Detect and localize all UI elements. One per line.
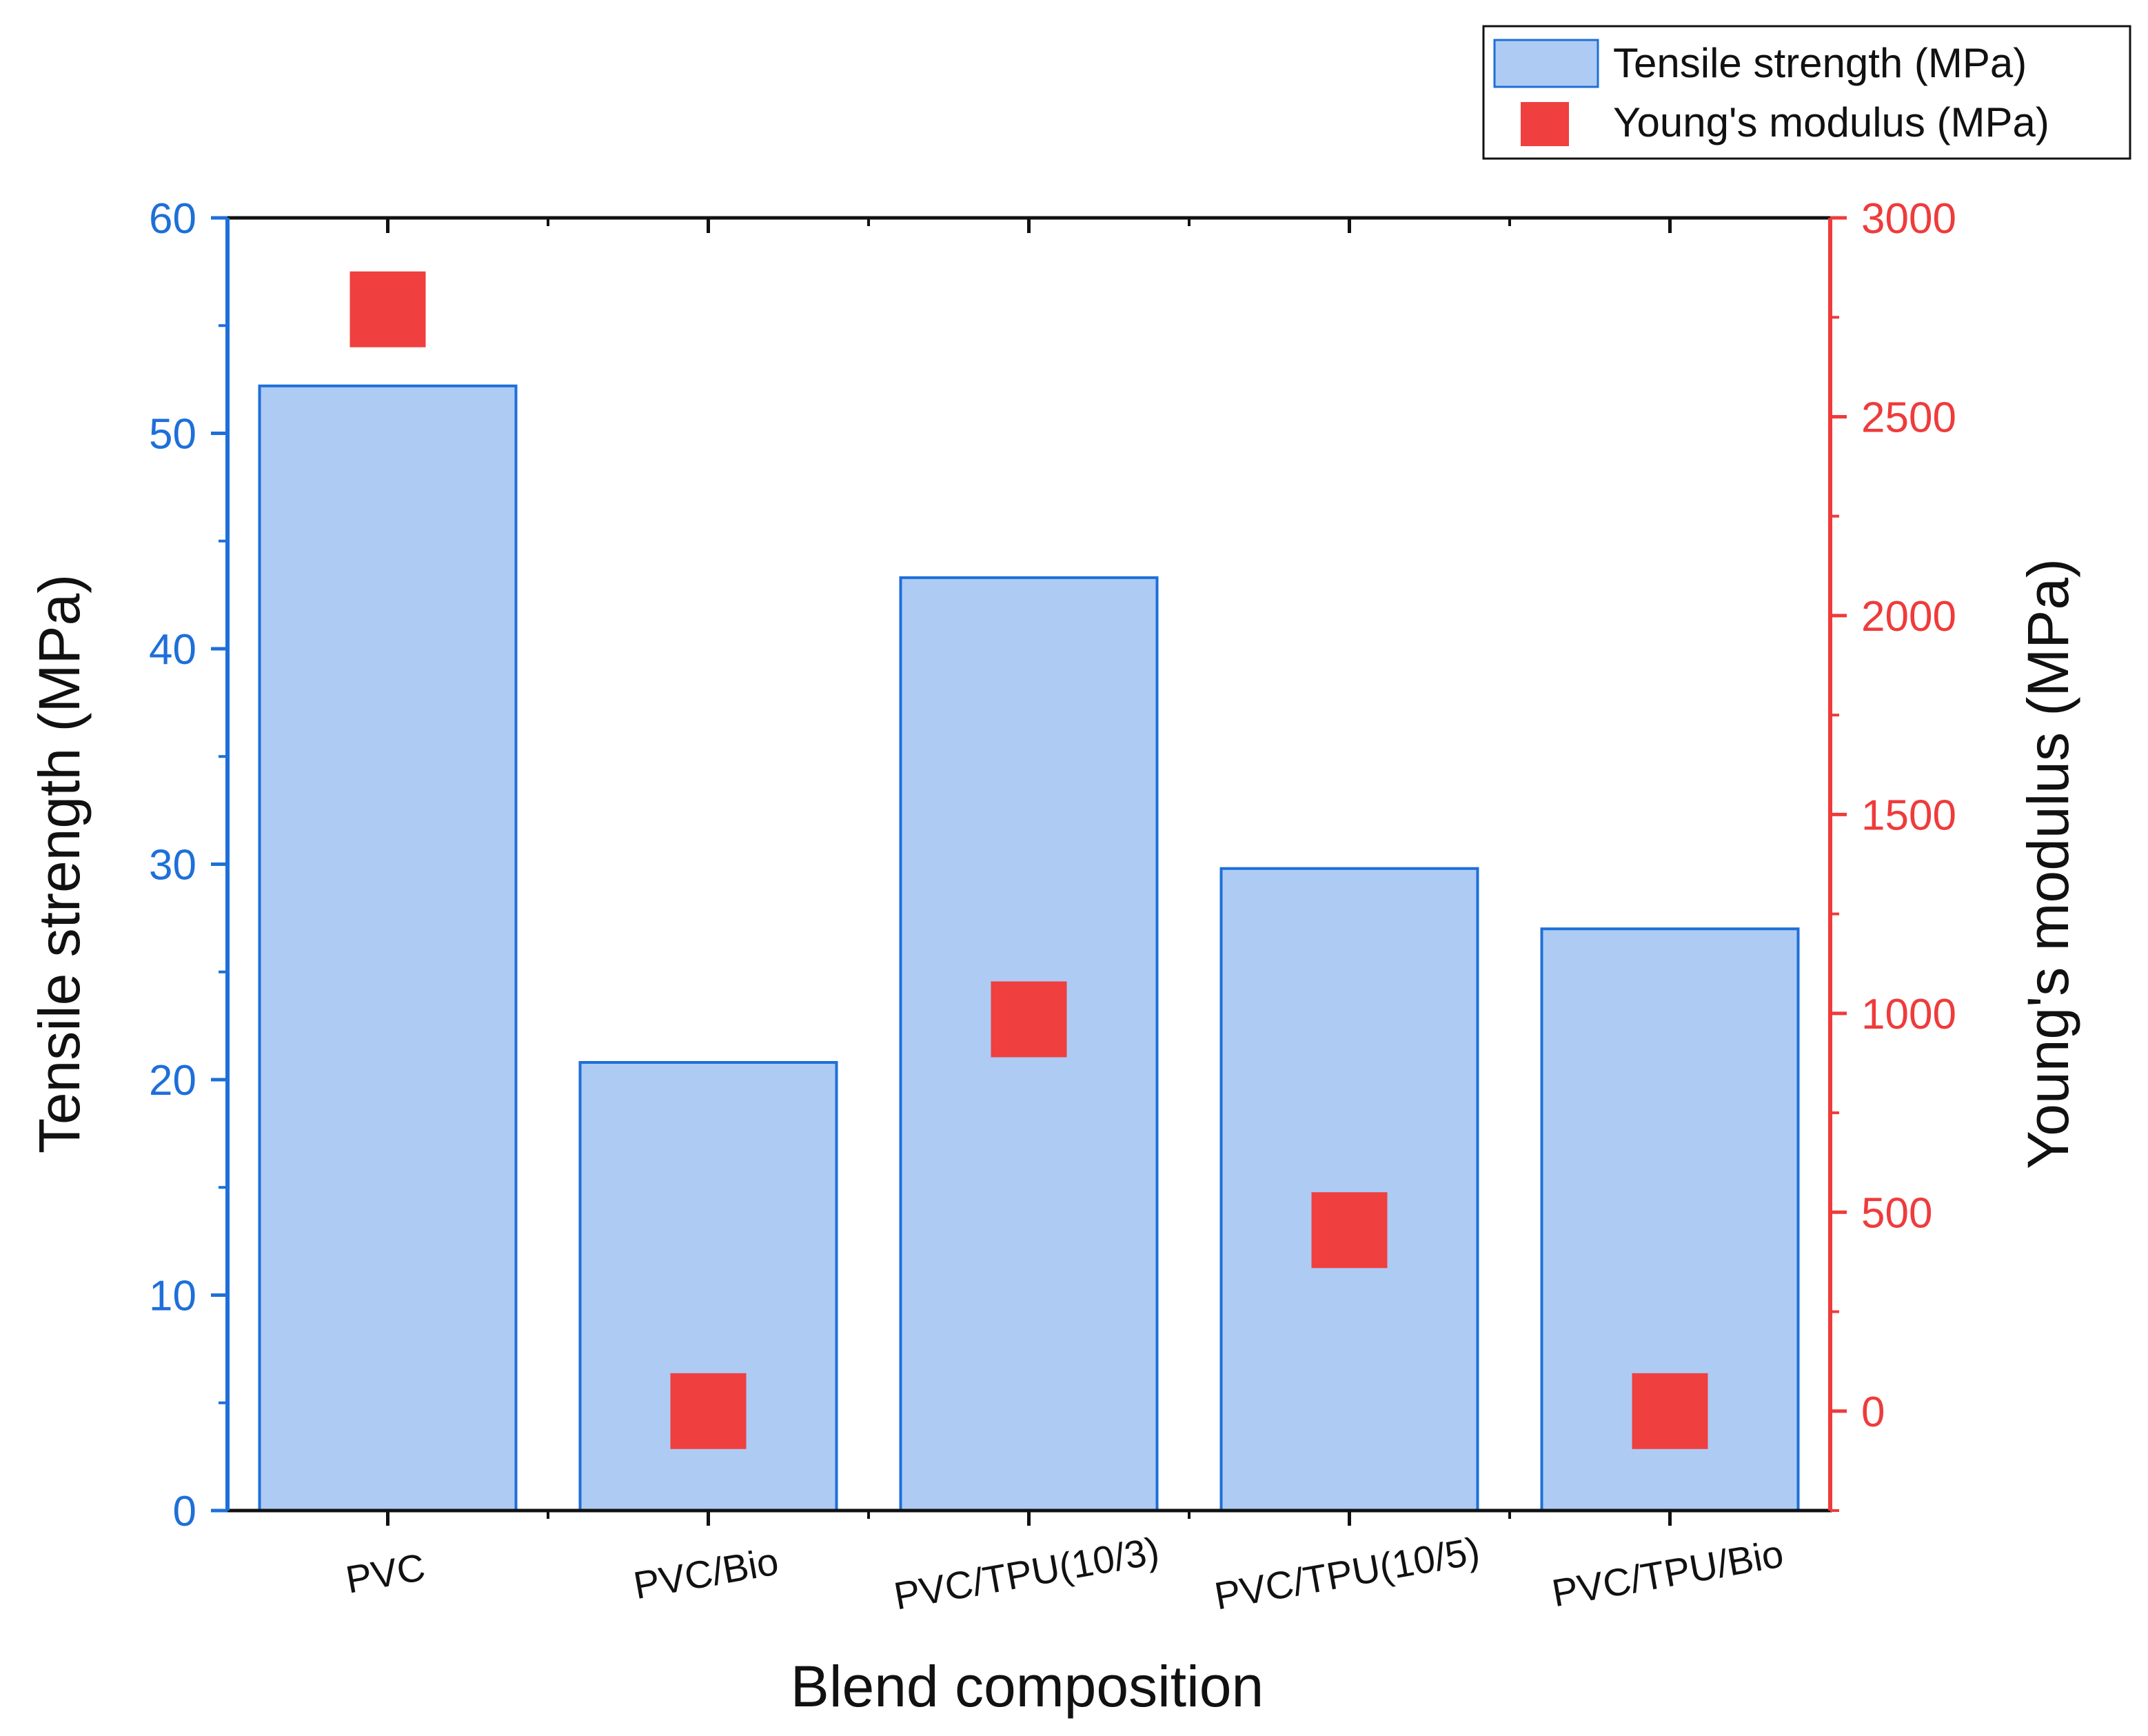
right-tick-label: 3000: [1861, 195, 1956, 243]
right-tick-label: 500: [1861, 1189, 1932, 1237]
left-tick-label: 20: [149, 1057, 196, 1104]
marker-PVC/TPU(10/3): [991, 981, 1067, 1058]
left-axis: 0 10 20 30 40 50 60: [149, 195, 230, 1535]
marker-PVC: [349, 271, 426, 347]
left-axis-title: Tensile strength (MPa): [27, 574, 92, 1153]
marker-PVC/TPU(10/5): [1311, 1192, 1388, 1269]
markers-layer: [349, 271, 1708, 1449]
legend-label-tensile: Tensile strength (MPa): [1613, 40, 2027, 86]
right-tick-label: 1000: [1861, 991, 1956, 1038]
legend-marker-swatch: [1521, 102, 1569, 146]
legend-bar-swatch: [1493, 39, 1599, 88]
marker-PVC/TPU/Bio: [1632, 1373, 1708, 1449]
right-tick-label: 2000: [1861, 593, 1956, 640]
legend-label-youngs: Young's modulus (MPa): [1613, 99, 2049, 145]
left-tick-label: 30: [149, 842, 196, 889]
left-tick-label: 60: [149, 195, 196, 243]
right-axis-title: Young's modulus (MPa): [2016, 558, 2080, 1169]
left-tick-label: 0: [173, 1488, 196, 1535]
left-tick-label: 40: [149, 626, 196, 674]
bars-layer: [258, 384, 1800, 1512]
left-tick-label: 50: [149, 411, 196, 458]
right-tick-label: 0: [1861, 1389, 1885, 1436]
right-axis: 0 500 1000 1500 2000 2500 3000: [1828, 195, 1956, 1512]
legend: Tensile strength (MPa) Young's modulus (…: [1482, 25, 2131, 160]
right-tick-label: 2500: [1861, 394, 1956, 441]
bar-PVC: [258, 384, 518, 1512]
marker-PVC/Bio: [670, 1373, 747, 1449]
left-tick-label: 10: [149, 1273, 196, 1320]
right-tick-label: 1500: [1861, 791, 1956, 839]
x-axis-title: Blend composition: [791, 1654, 1264, 1719]
bar-PVC/TPU(10/5): [1219, 867, 1479, 1512]
